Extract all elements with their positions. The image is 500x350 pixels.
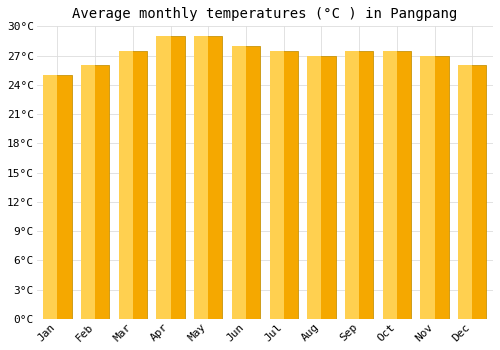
Bar	[118, 51, 133, 319]
Bar	[458, 65, 472, 319]
Bar	[270, 51, 298, 319]
Bar	[194, 36, 208, 319]
Bar	[156, 36, 184, 319]
Bar	[194, 36, 222, 319]
Bar	[308, 56, 336, 319]
Title: Average monthly temperatures (°C ) in Pangpang: Average monthly temperatures (°C ) in Pa…	[72, 7, 458, 21]
Bar	[345, 51, 374, 319]
Bar	[232, 46, 260, 319]
Bar	[81, 65, 110, 319]
Bar	[345, 51, 359, 319]
Bar	[232, 46, 246, 319]
Bar	[458, 65, 486, 319]
Bar	[118, 51, 147, 319]
Bar	[44, 75, 72, 319]
Bar	[44, 75, 58, 319]
Bar	[420, 56, 448, 319]
Bar	[382, 51, 397, 319]
Bar	[270, 51, 283, 319]
Bar	[308, 56, 322, 319]
Bar	[81, 65, 95, 319]
Bar	[382, 51, 411, 319]
Bar	[420, 56, 434, 319]
Bar	[156, 36, 170, 319]
